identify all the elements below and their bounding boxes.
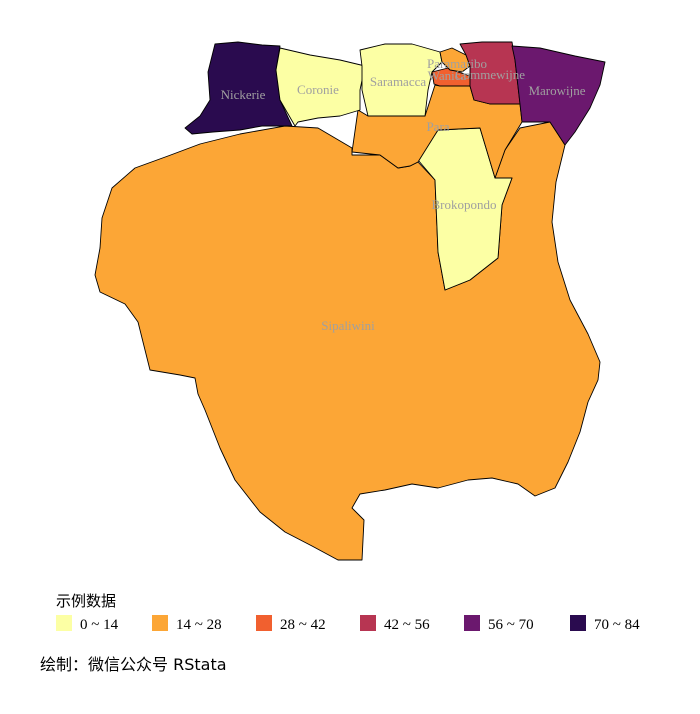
region-coronie[interactable] [275, 47, 366, 127]
label-paramaribo: Paramaribo [427, 56, 487, 71]
region-nickerie[interactable] [184, 41, 293, 135]
legend-label: 70 ~ 84 [594, 617, 640, 633]
label-marowijne: Marowijne [528, 83, 585, 98]
legend: 示例数据 0 ~ 14 14 ~ 28 28 ~ 42 42 ~ 56 56 ~… [56, 592, 640, 633]
legend-label: 56 ~ 70 [488, 617, 534, 633]
region-paramaribo[interactable] [439, 47, 471, 73]
label-sipaliwini: Sipaliwini [321, 318, 375, 333]
legend-title: 示例数据 [56, 592, 116, 610]
legend-swatch [464, 615, 480, 631]
legend-swatch [56, 615, 72, 631]
legend-label: 42 ~ 56 [384, 617, 430, 633]
label-commewijne: Commewijne [455, 67, 525, 82]
legend-label: 14 ~ 28 [176, 617, 222, 633]
legend-swatch [360, 615, 376, 631]
label-nickerie: Nickerie [221, 87, 266, 102]
label-coronie: Coronie [297, 82, 339, 97]
legend-label: 28 ~ 42 [280, 617, 326, 633]
region-commewijne[interactable] [459, 41, 521, 105]
region-marowijne[interactable] [511, 45, 606, 146]
legend-swatch [570, 615, 586, 631]
legend-swatch [152, 615, 168, 631]
label-saramacca: Saramacca [370, 74, 427, 89]
label-para: Para [426, 119, 449, 134]
legend-swatch [256, 615, 272, 631]
legend-label: 0 ~ 14 [80, 617, 119, 633]
label-brokopondo: Brokopondo [432, 197, 497, 212]
region-saramacca[interactable] [359, 43, 443, 117]
label-wanica: Wanica [428, 68, 467, 83]
region-sipaliwini[interactable] [94, 121, 601, 561]
caption: 绘制：微信公众号 RStata [40, 655, 227, 674]
